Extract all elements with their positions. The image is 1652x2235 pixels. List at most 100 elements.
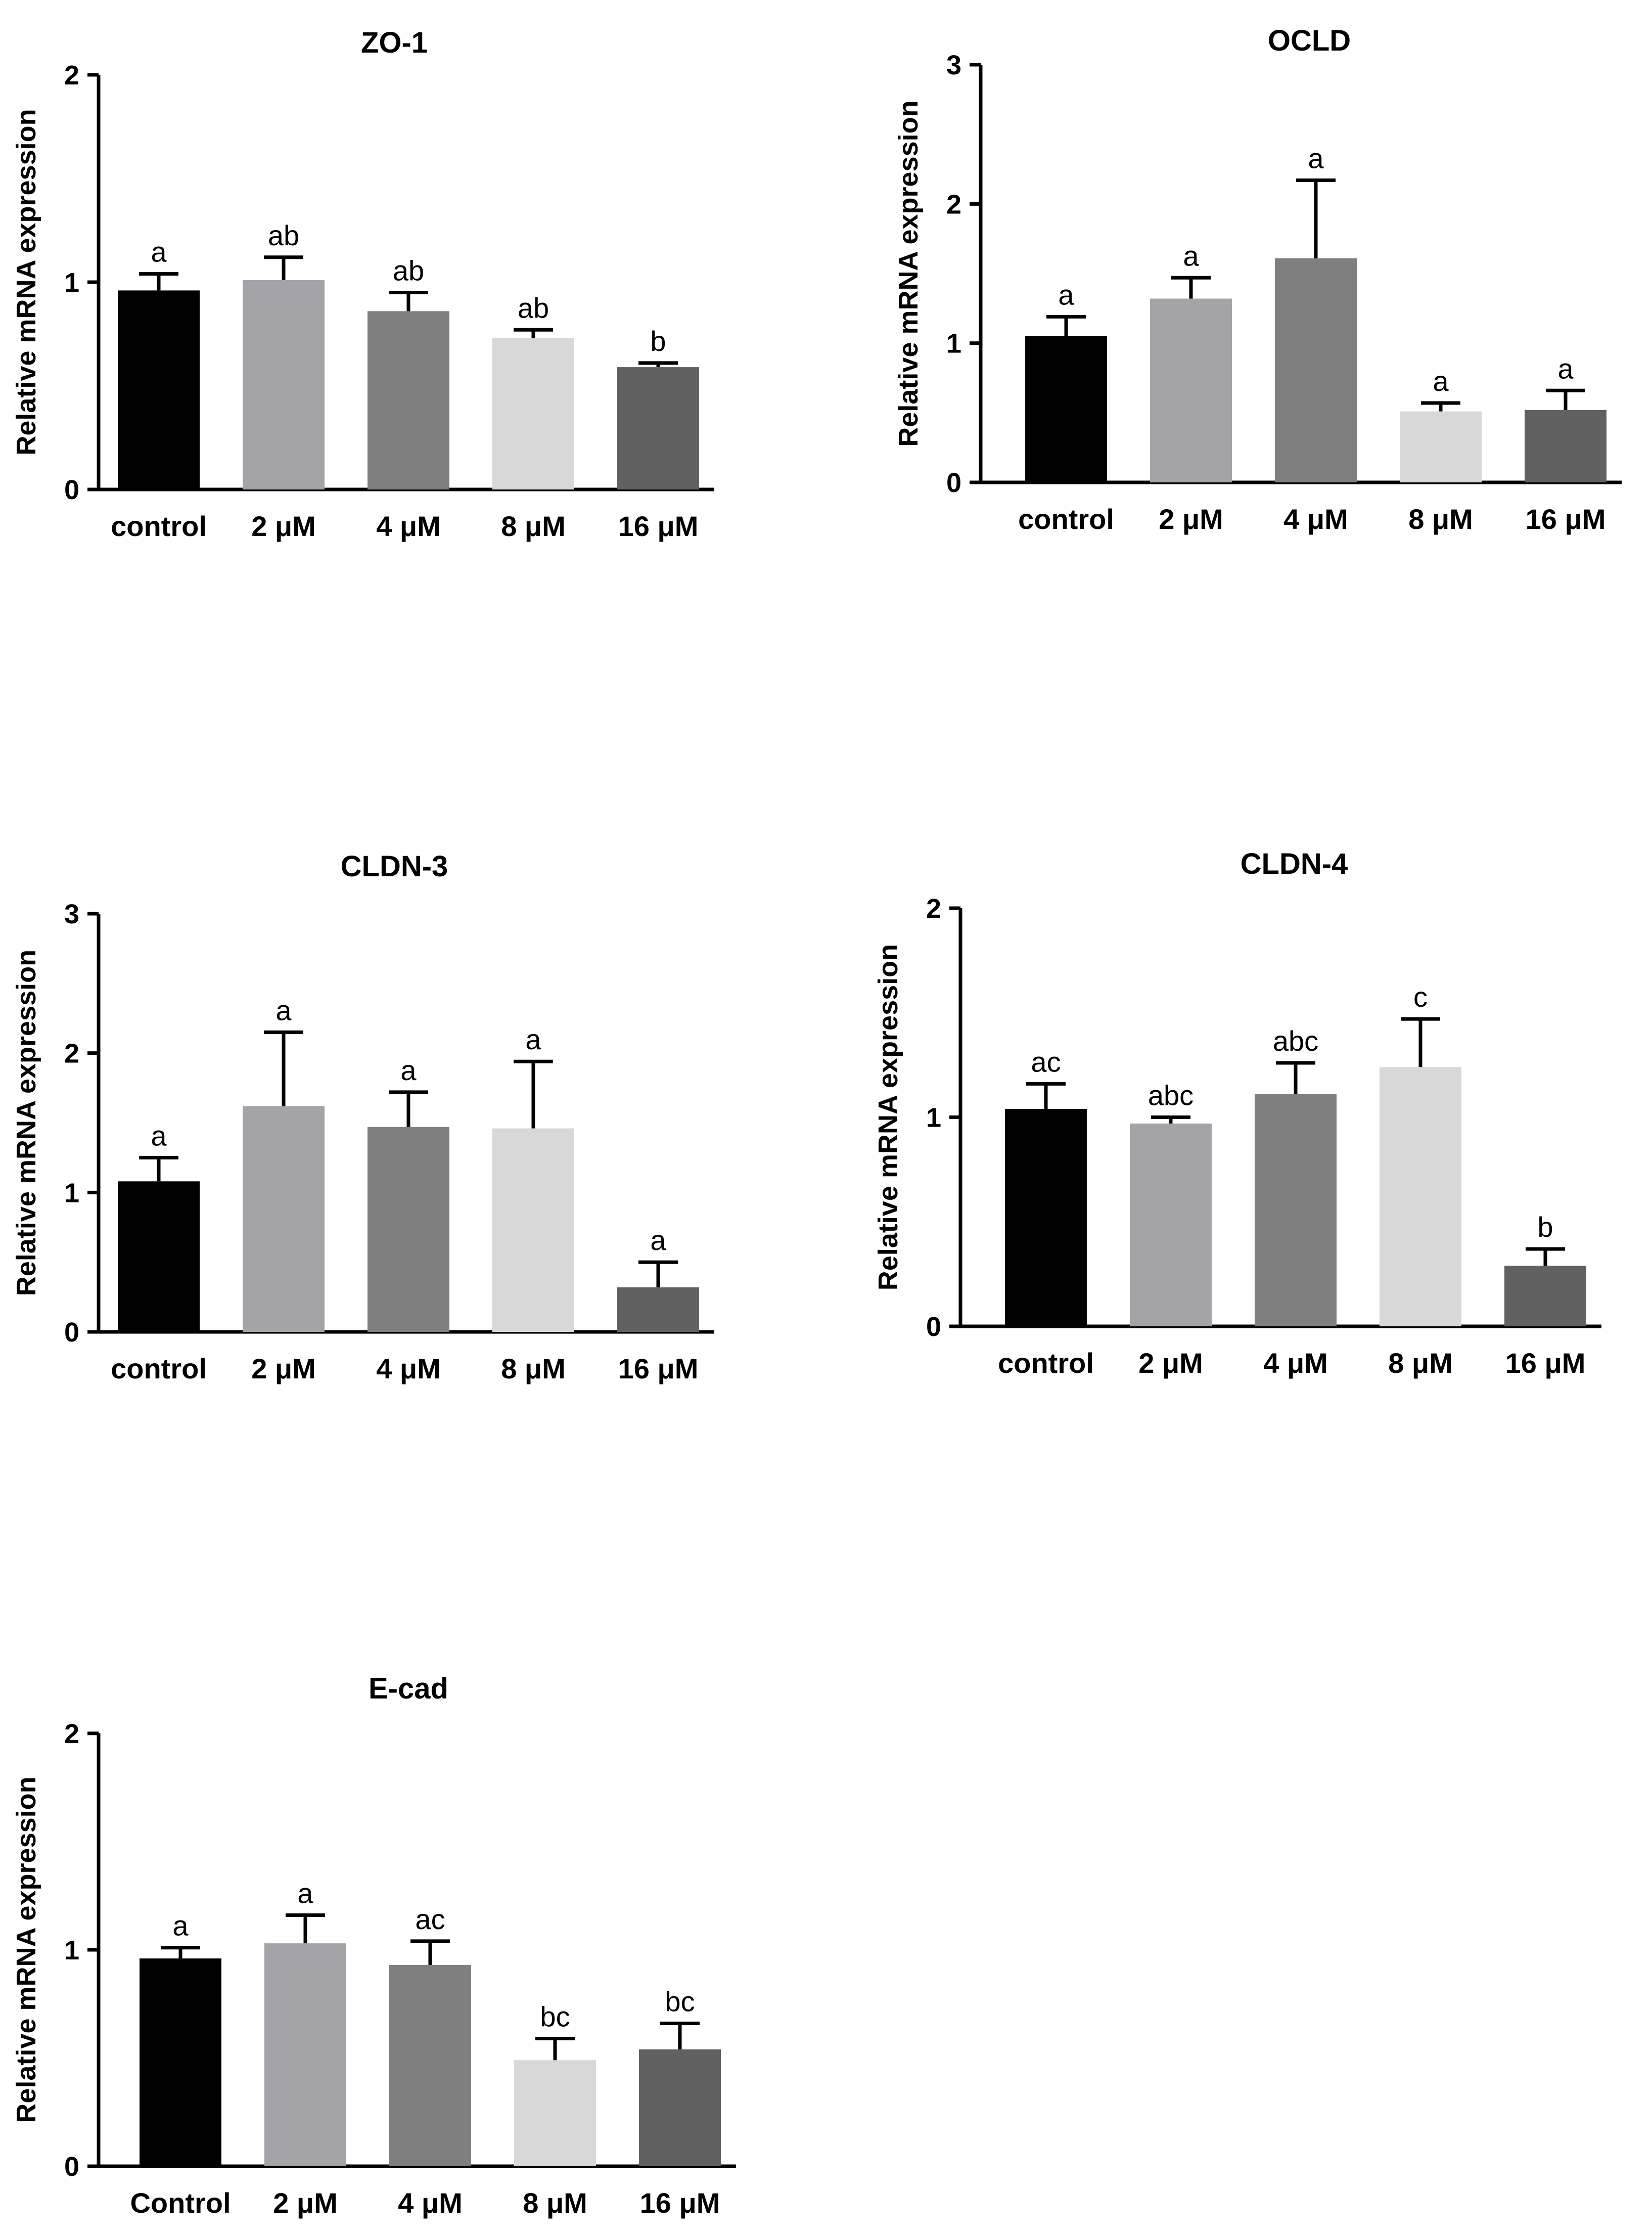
significance-label: b bbox=[1537, 1211, 1553, 1243]
y-tick-label: 1 bbox=[946, 329, 961, 359]
significance-label: ab bbox=[268, 219, 299, 251]
chart-title: CLDN-3 bbox=[341, 850, 448, 883]
y-tick-label: 0 bbox=[926, 1312, 941, 1342]
significance-label: a bbox=[1058, 279, 1074, 310]
significance-label: bc bbox=[540, 2000, 570, 2032]
bar bbox=[118, 290, 200, 489]
significance-label: ac bbox=[415, 1903, 445, 1935]
y-tick-label: 2 bbox=[946, 189, 961, 219]
significance-label: a bbox=[1557, 352, 1574, 384]
significance-label: a bbox=[400, 1054, 417, 1086]
y-tick-label: 3 bbox=[64, 899, 79, 929]
x-tick-label: 8 μM bbox=[1388, 1347, 1453, 1379]
bar bbox=[389, 1964, 471, 2166]
bar bbox=[1150, 298, 1232, 482]
chart-title: CLDN-4 bbox=[1241, 847, 1348, 880]
y-tick-label: 2 bbox=[64, 60, 79, 91]
x-tick-label: 4 μM bbox=[398, 2187, 463, 2219]
bar bbox=[243, 280, 325, 489]
chart-title: ZO-1 bbox=[361, 26, 428, 59]
bar bbox=[514, 2060, 596, 2166]
x-tick-label: 16 μM bbox=[1505, 1347, 1586, 1379]
significance-label: a bbox=[172, 1910, 189, 1942]
y-tick-label: 3 bbox=[946, 50, 961, 80]
significance-label: b bbox=[650, 325, 666, 357]
bar bbox=[1380, 1067, 1461, 1326]
bar bbox=[264, 1943, 346, 2166]
y-axis-label: Relative mRNA expression bbox=[11, 1776, 41, 2123]
significance-label: ac bbox=[1031, 1046, 1061, 1078]
significance-label: a bbox=[1433, 365, 1449, 397]
y-axis-label: Relative mRNA expression bbox=[11, 950, 41, 1296]
bar bbox=[1005, 1108, 1087, 1326]
chart-panel-5: E-cad Relative mRNA expression 0 1 2 a Control… bbox=[11, 1672, 736, 2219]
y-tick-label: 2 bbox=[64, 1039, 79, 1069]
x-tick-label: Control bbox=[130, 2187, 231, 2219]
bar bbox=[368, 311, 449, 489]
chart-panel-4: CLDN-4 Relative mRNA expression 0 1 2 ac contr… bbox=[873, 847, 1601, 1379]
significance-label: a bbox=[276, 994, 292, 1026]
bar bbox=[118, 1181, 200, 1332]
x-tick-label: 8 μM bbox=[501, 510, 566, 542]
x-tick-label: 4 μM bbox=[1283, 503, 1348, 535]
x-tick-label: 8 μM bbox=[523, 2187, 587, 2219]
bar bbox=[639, 2049, 721, 2166]
x-tick-label: control bbox=[998, 1347, 1094, 1379]
x-tick-label: control bbox=[1018, 503, 1114, 535]
y-tick-label: 1 bbox=[64, 1935, 79, 1965]
x-tick-label: 2 μM bbox=[251, 1353, 316, 1384]
significance-label: abc bbox=[1148, 1080, 1194, 1111]
chart-panel-2: OCLD Relative mRNA expression 0 1 2 3 a control… bbox=[893, 24, 1622, 535]
significance-label: a bbox=[1308, 143, 1324, 174]
y-tick-label: 2 bbox=[926, 893, 941, 924]
significance-label: a bbox=[151, 236, 167, 268]
bar bbox=[1504, 1266, 1586, 1326]
chart-panel-3: CLDN-3 Relative mRNA expression 0 1 2 3 a contr… bbox=[11, 850, 714, 1384]
x-tick-label: 4 μM bbox=[1263, 1347, 1328, 1379]
x-tick-label: 2 μM bbox=[1159, 503, 1223, 535]
bar bbox=[1130, 1123, 1212, 1326]
bar bbox=[243, 1106, 325, 1332]
significance-label: ab bbox=[393, 255, 424, 287]
x-tick-label: 2 μM bbox=[1138, 1347, 1203, 1379]
x-tick-label: 16 μM bbox=[618, 510, 699, 542]
bar bbox=[140, 1958, 221, 2166]
y-tick-label: 1 bbox=[64, 267, 79, 298]
bar bbox=[1255, 1094, 1337, 1326]
x-tick-label: control bbox=[111, 1353, 207, 1384]
x-tick-label: control bbox=[111, 510, 207, 542]
x-tick-label: 8 μM bbox=[501, 1353, 566, 1384]
significance-label: a bbox=[650, 1224, 666, 1256]
y-tick-label: 0 bbox=[64, 1317, 79, 1348]
bar bbox=[1525, 410, 1607, 482]
x-tick-label: 4 μM bbox=[376, 1353, 441, 1384]
bar bbox=[1400, 411, 1482, 482]
y-tick-label: 0 bbox=[64, 475, 79, 505]
significance-label: ab bbox=[518, 292, 549, 324]
significance-label: a bbox=[525, 1023, 541, 1055]
bar bbox=[1025, 336, 1107, 482]
bar bbox=[368, 1127, 449, 1332]
x-tick-label: 16 μM bbox=[618, 1353, 699, 1384]
y-tick-label: 0 bbox=[64, 2152, 79, 2182]
chart-panel-1: ZO-1 Relative mRNA expression 0 1 2 a control a… bbox=[11, 26, 714, 542]
bar bbox=[492, 338, 574, 489]
significance-label: a bbox=[151, 1120, 167, 1151]
y-tick-label: 2 bbox=[64, 1719, 79, 1749]
x-tick-label: 2 μM bbox=[251, 510, 316, 542]
bar bbox=[492, 1128, 574, 1332]
y-axis-label: Relative mRNA expression bbox=[893, 100, 924, 446]
bar bbox=[617, 1287, 699, 1332]
chart-title: E-cad bbox=[369, 1672, 448, 1705]
significance-label: a bbox=[1183, 240, 1199, 272]
x-tick-label: 8 μM bbox=[1408, 503, 1473, 535]
x-tick-label: 4 μM bbox=[376, 510, 441, 542]
chart-title: OCLD bbox=[1268, 24, 1351, 57]
y-tick-label: 0 bbox=[946, 468, 961, 498]
significance-label: abc bbox=[1273, 1025, 1318, 1057]
y-tick-label: 1 bbox=[64, 1178, 79, 1208]
bar bbox=[617, 367, 699, 489]
y-axis-label: Relative mRNA expression bbox=[11, 109, 41, 455]
